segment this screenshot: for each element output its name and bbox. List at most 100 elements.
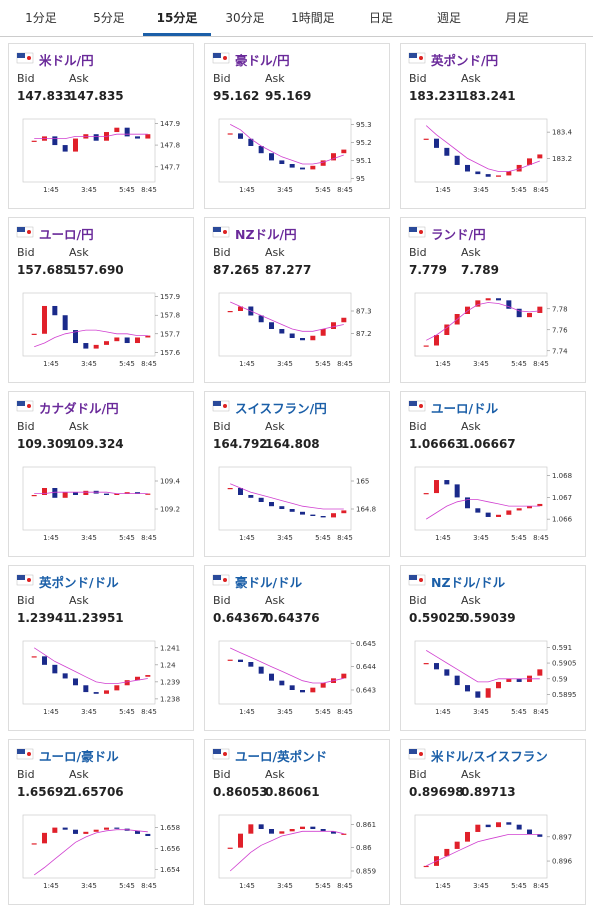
flag (409, 575, 417, 580)
candle (279, 329, 285, 334)
card-title[interactable]: ランド/円 (431, 227, 486, 242)
y-tick-label: 0.897 (552, 833, 572, 841)
tab[interactable]: 週足 (436, 11, 461, 25)
x-tick-label: 5:45 (119, 882, 135, 890)
tab[interactable]: 日足 (368, 11, 393, 25)
candle (341, 510, 347, 514)
candle (248, 138, 254, 146)
card-title[interactable]: NZドル/ドル (431, 575, 506, 590)
candle (537, 503, 543, 507)
y-tick-label: 183.2 (552, 155, 572, 163)
candle (423, 493, 429, 495)
ask-value: 0.59039 (461, 611, 516, 625)
ask-label: Ask (265, 72, 285, 85)
x-tick-label: 3:45 (277, 534, 293, 542)
candle (300, 690, 305, 693)
candle (93, 829, 99, 832)
mini-chart: 0.859 0.86 0.861 1:45 3:45 5:45 8:45 (212, 748, 376, 890)
y-tick-label: 1.238 (160, 695, 180, 703)
candle (475, 691, 481, 698)
candle (434, 335, 439, 346)
card-title[interactable]: ユーロ/豪ドル (39, 749, 119, 764)
card-title[interactable]: ユーロ/ドル (431, 401, 499, 416)
moving-average (34, 491, 148, 494)
x-tick-label: 8:45 (337, 360, 353, 368)
mini-chart: 164.8 165 1:45 3:45 5:45 8:45 (212, 400, 376, 542)
card-title[interactable]: スイスフラン/円 (235, 401, 327, 416)
x-tick-label: 5:45 (511, 882, 527, 890)
tab[interactable]: 30分足 (225, 11, 265, 25)
candle (341, 833, 347, 835)
ask-value: 0.86061 (265, 785, 320, 799)
x-tick-label: 5:45 (511, 186, 527, 194)
candle (423, 865, 429, 868)
card-title[interactable]: 英ポンド/ドル (39, 575, 119, 590)
y-tick-label: 109.2 (160, 506, 180, 514)
x-tick-label: 8:45 (337, 708, 353, 716)
candle (93, 344, 99, 349)
bid-value: 7.779 (409, 263, 447, 277)
candle (248, 824, 254, 834)
plot-frame (414, 118, 548, 183)
moving-average (426, 302, 540, 341)
candle (73, 678, 78, 686)
card-title[interactable]: ユーロ/英ポンド (235, 749, 328, 764)
tab[interactable]: 月足 (504, 11, 529, 25)
flag (409, 53, 417, 58)
y-tick-label: 95 (356, 175, 365, 183)
candle (444, 480, 450, 485)
mini-chart: 87.2 87.3 1:45 3:45 5:45 8:45 (212, 226, 372, 368)
candle (289, 685, 295, 690)
candle (52, 827, 58, 833)
flag (213, 401, 221, 406)
mini-chart: 0.896 0.897 1:45 3:45 5:45 8:45 (408, 748, 573, 890)
card-title[interactable]: 英ポンド/円 (431, 53, 499, 68)
candle (73, 330, 78, 344)
rate-card: 0.5895 0.59 0.5905 0.591 1:45 3:45 5:45 8:45 NZド… (400, 565, 586, 731)
card-title[interactable]: カナダドル/円 (39, 401, 119, 416)
y-tick-label: 0.896 (552, 858, 573, 866)
y-tick-label: 0.59 (552, 675, 568, 683)
card-title[interactable]: 豪ドル/円 (235, 53, 290, 68)
y-tick-label: 157.8 (160, 312, 180, 320)
x-tick-label: 1:45 (435, 360, 451, 368)
card-title[interactable]: 米ドル/スイスフラン (431, 749, 548, 764)
x-tick-label: 1:45 (239, 882, 255, 890)
candle (506, 300, 512, 309)
y-tick-label: 1.068 (552, 472, 572, 480)
candle (320, 160, 326, 166)
flag (17, 227, 25, 232)
bid-label: Bid (17, 594, 35, 607)
card-title[interactable]: NZドル/円 (235, 227, 297, 242)
y-tick-label: 0.644 (356, 663, 377, 671)
x-tick-label: 8:45 (337, 882, 353, 890)
bid-label: Bid (409, 768, 427, 781)
x-tick-label: 5:45 (119, 360, 135, 368)
tab[interactable]: 1分足 (25, 11, 57, 25)
card-title[interactable]: 米ドル/円 (39, 53, 94, 68)
card-title[interactable]: 豪ドル/ドル (235, 575, 303, 590)
candle (227, 847, 233, 849)
tab[interactable]: 1時間足 (291, 11, 335, 25)
flag (27, 56, 31, 60)
candle (310, 335, 316, 341)
candle (238, 133, 243, 139)
candle (300, 338, 305, 341)
candle (52, 488, 58, 498)
candle (269, 153, 274, 161)
ask-value: 1.06667 (461, 437, 516, 451)
bid-label: Bid (213, 72, 231, 85)
candle (62, 827, 68, 830)
candle (465, 831, 470, 842)
candle (52, 136, 58, 146)
tab[interactable]: 5分足 (93, 11, 125, 25)
x-tick-label: 1:45 (435, 534, 451, 542)
x-tick-label: 8:45 (533, 534, 549, 542)
candle (145, 335, 151, 338)
y-tick-label: 157.9 (160, 293, 180, 301)
tab[interactable]: 15分足 (143, 0, 211, 36)
ask-value: 7.789 (461, 263, 499, 277)
candle (496, 514, 501, 517)
card-title[interactable]: ユーロ/円 (39, 227, 94, 242)
candle (331, 831, 336, 834)
